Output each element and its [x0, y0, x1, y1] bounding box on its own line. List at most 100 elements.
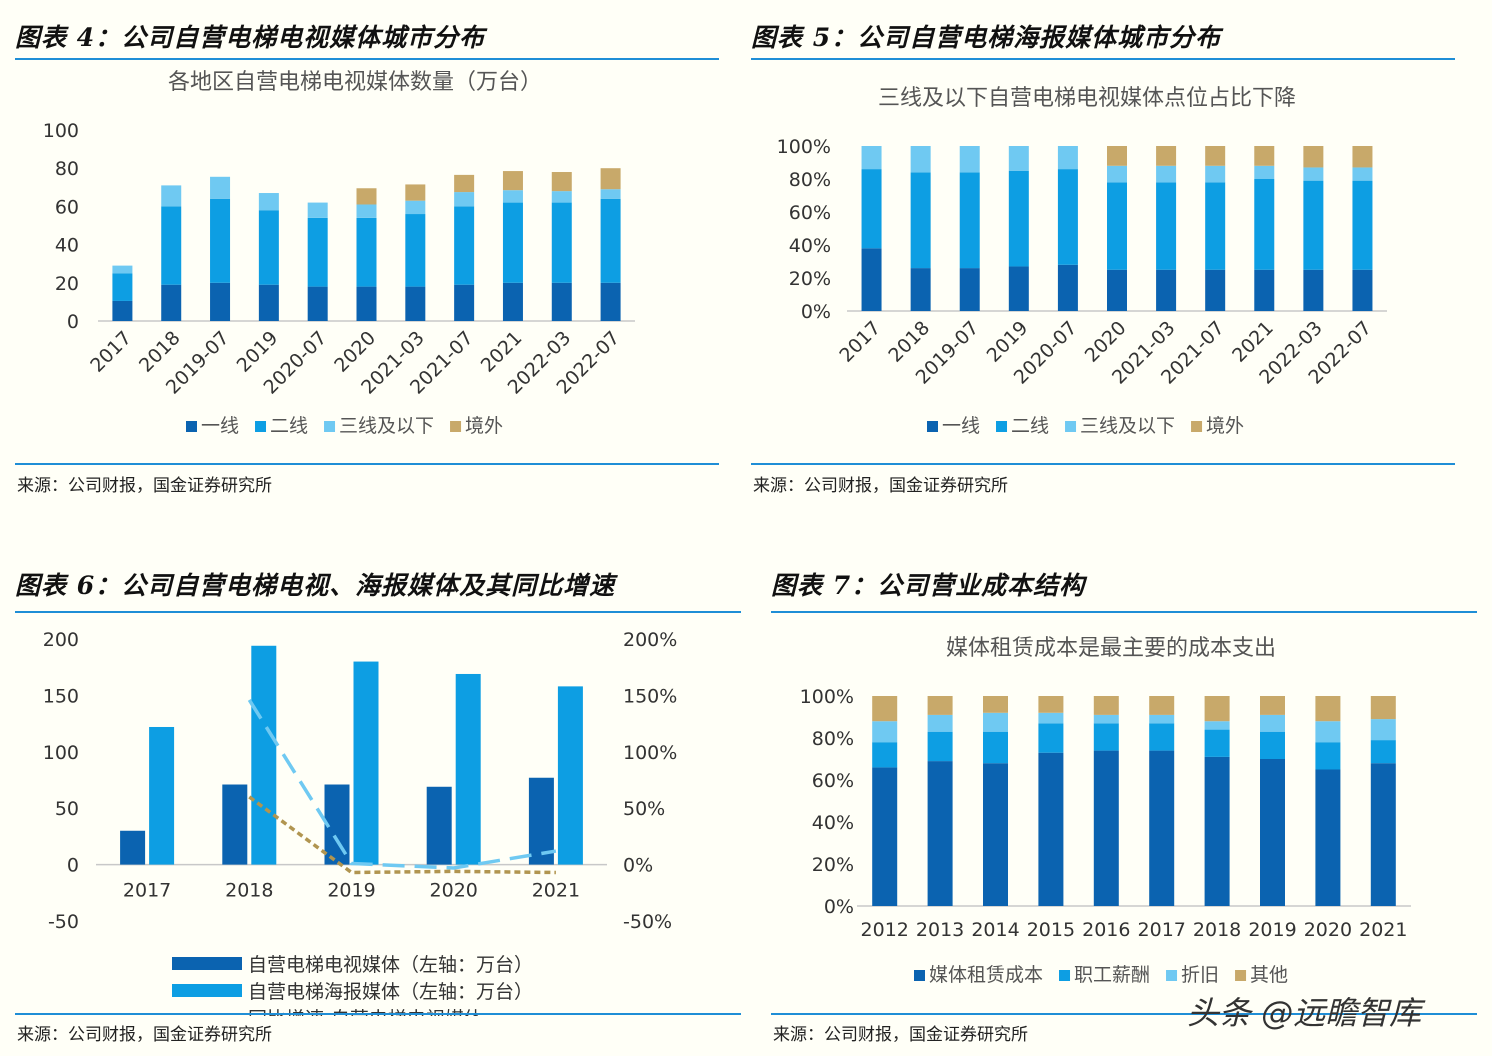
legend-swatch: [450, 421, 462, 432]
bar-segment: [356, 188, 377, 205]
bar-segment: [1303, 269, 1324, 311]
bar-segment: [405, 214, 426, 287]
footer-rule: [771, 1013, 1477, 1015]
bar: [353, 661, 379, 865]
bar: [251, 645, 277, 865]
bar-segment: [210, 176, 231, 199]
y-tick-label: 0%: [801, 301, 831, 323]
legend-label: 折旧: [1181, 964, 1219, 986]
legend-label: 其他: [1250, 964, 1288, 986]
bar-line-combo-chart: -50 0 50 100 150 200 -50% 0% 50% 100% 150% 200% 2017…: [43, 629, 678, 1016]
y-right-tick-label: 150%: [623, 685, 677, 707]
x-tick-label: 2017: [835, 317, 885, 367]
legend-label: 三线及以下: [1080, 415, 1175, 437]
panel-heading: 图表 7：公司营业成本结构: [771, 571, 1086, 600]
bar-segment: [1260, 731, 1285, 759]
legend-label: 境外: [465, 415, 503, 437]
legend-swatch: [172, 957, 242, 970]
bar-segment: [502, 282, 523, 321]
bar-segment: [1352, 167, 1373, 181]
bar-segment: [1370, 740, 1396, 764]
bar-segment: [551, 191, 572, 203]
legend-swatch: [1191, 421, 1203, 432]
bar-segment: [872, 696, 898, 722]
bar-segment: [210, 198, 231, 283]
bar-segment: [502, 171, 523, 191]
bar-segment: [600, 198, 621, 283]
bar-segment: [1303, 167, 1324, 181]
legend-label: 境外: [1206, 415, 1244, 437]
bar-segment: [983, 696, 1008, 713]
bar-segment: [1107, 269, 1127, 311]
panel-chart-5: 图表 5：公司自营电梯海报媒体城市分布 三线及以下自营电梯电视媒体点位占比下降 0…: [751, 0, 1455, 510]
bar-segment: [1205, 165, 1226, 183]
y-tick-label: 20%: [812, 854, 854, 876]
y-tick-label: 100%: [777, 136, 831, 158]
y-right-tick-label: 50%: [623, 798, 665, 820]
x-tick-label: 2019: [327, 880, 375, 902]
y-tick-label: 60%: [789, 202, 831, 224]
bar: [120, 830, 146, 865]
bar-segment: [1260, 759, 1285, 906]
bar-segment: [161, 185, 182, 207]
y-left-tick-label: 100: [43, 742, 79, 764]
bar-segment: [983, 731, 1008, 764]
x-tick-label: 2014: [971, 919, 1019, 941]
legend-label: 二线: [1011, 415, 1049, 437]
bar: [557, 686, 583, 865]
y-tick-label: 0%: [824, 896, 854, 918]
bar-segment: [356, 217, 377, 287]
panel-chart-4: 图表 4：公司自营电梯电视媒体城市分布 各地区自营电梯电视媒体数量（万台） 0 20…: [15, 0, 719, 510]
y-tick-label: 60: [55, 196, 79, 218]
bar-segment: [872, 742, 898, 768]
bar-segment: [1352, 269, 1373, 311]
x-tick-label: 2018: [1193, 919, 1241, 941]
heading-rule: [15, 611, 741, 613]
y-tick-label: 100%: [800, 686, 854, 708]
y-tick-label: 40%: [812, 812, 854, 834]
bar-segment: [1038, 752, 1064, 906]
bar-segment: [454, 284, 475, 321]
bar-segment: [1038, 712, 1064, 724]
bar-segment: [161, 206, 182, 285]
source-note: 来源：公司财报，国金证券研究所: [773, 1025, 1028, 1045]
bar-segment: [454, 206, 475, 285]
bar-segment: [927, 714, 953, 732]
bar-segment: [1254, 146, 1275, 166]
bar-segment: [600, 189, 621, 199]
bar-segment: [405, 184, 426, 201]
bar-segment: [405, 200, 426, 215]
y-tick-label: 0: [67, 311, 79, 333]
legend-label: 二线: [270, 415, 308, 437]
bar-segment: [1315, 742, 1341, 770]
bar-segment: [307, 286, 328, 321]
bar-segment: [112, 300, 133, 321]
legend-swatch: [255, 421, 267, 432]
bar-segment: [1038, 696, 1064, 713]
bar-segment: [502, 190, 523, 203]
y-tick-label: 60%: [812, 770, 854, 792]
legend-label: 三线及以下: [339, 415, 434, 437]
bar-segment: [1205, 182, 1226, 270]
y-right-tick-label: 0%: [623, 855, 653, 877]
y-tick-label: 80: [55, 158, 79, 180]
bar-segment: [1260, 696, 1285, 715]
bar-segment: [454, 174, 475, 193]
bar-segment: [1156, 269, 1177, 311]
y-left-tick-label: 50: [55, 798, 79, 820]
legend-label: 自营电梯电视媒体（左轴：万台）: [248, 954, 533, 976]
bar-segment: [1057, 169, 1078, 265]
bar-segment: [112, 265, 133, 274]
bar-segment: [356, 286, 377, 321]
bar: [149, 726, 175, 865]
bar-segment: [600, 282, 621, 321]
bar-segment: [1303, 146, 1324, 168]
bar-segment: [983, 712, 1008, 732]
x-tick-label: 2017: [1138, 919, 1186, 941]
x-tick-label: 2017: [86, 327, 136, 377]
series-line: [247, 698, 557, 870]
bar-segment: [1057, 264, 1078, 311]
bar-segment: [1008, 266, 1029, 311]
bar-segment: [1260, 714, 1285, 732]
